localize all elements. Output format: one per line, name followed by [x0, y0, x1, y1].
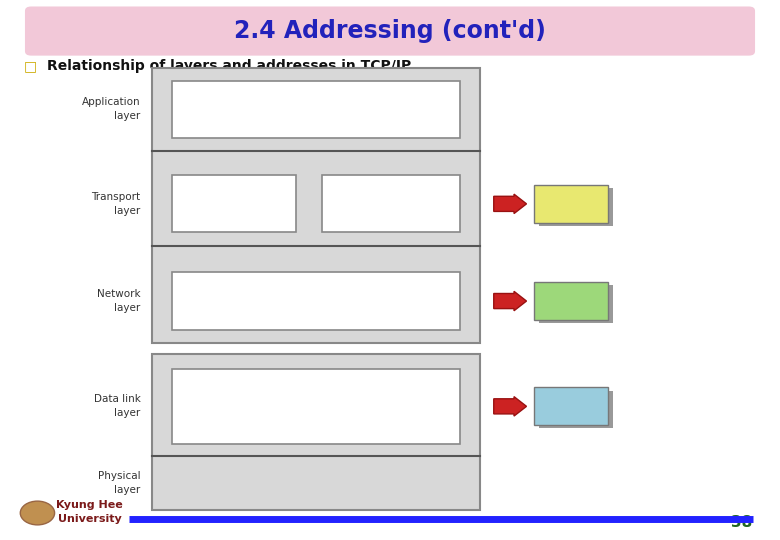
Text: IP and
other protocols: IP and other protocols [268, 286, 363, 316]
FancyBboxPatch shape [25, 6, 755, 56]
Bar [172, 81, 460, 138]
Bar [172, 176, 296, 232]
Bar [172, 272, 460, 330]
Text: Port
address: Port address [549, 193, 594, 215]
Text: Data link
layer: Data link layer [94, 394, 140, 418]
Bar [322, 176, 460, 232]
Text: □: □ [23, 59, 37, 73]
FancyArrow shape [494, 396, 526, 416]
Bar [539, 285, 613, 323]
Text: Network
layer: Network layer [97, 289, 140, 313]
Bar [172, 369, 460, 444]
Text: 38: 38 [732, 515, 753, 530]
Bar [534, 282, 608, 320]
Bar [534, 388, 608, 426]
Bar [539, 188, 613, 226]
Text: TCP: TCP [222, 197, 246, 211]
Bar [152, 68, 480, 343]
Text: 2.4 Addressing (cont'd): 2.4 Addressing (cont'd) [234, 19, 546, 43]
Bar [539, 391, 613, 429]
Text: Application
layer: Application layer [82, 97, 140, 122]
Text: Relationship of layers and addresses in TCP/IP: Relationship of layers and addresses in … [47, 59, 411, 73]
Text: UDP: UDP [378, 197, 404, 211]
Text: Kyung Hee
University: Kyung Hee University [56, 501, 123, 523]
Text: Processes: Processes [285, 103, 347, 116]
Text: Transport
layer: Transport layer [91, 192, 140, 216]
Text: IP
address: IP address [549, 290, 594, 312]
Text: Physical
layer: Physical layer [98, 471, 140, 495]
Circle shape [20, 501, 55, 525]
Text: Physical
address: Physical address [548, 395, 594, 417]
Bar [534, 185, 608, 222]
FancyArrow shape [494, 194, 526, 213]
Text: Underlying
physical
networks: Underlying physical networks [282, 383, 350, 430]
Bar [152, 354, 480, 510]
FancyArrow shape [494, 292, 526, 311]
